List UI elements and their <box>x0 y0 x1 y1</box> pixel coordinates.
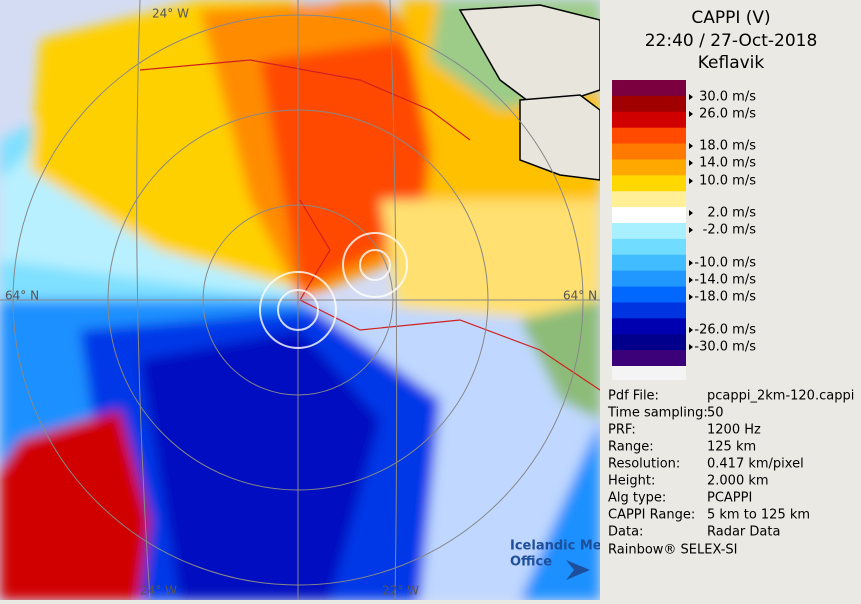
color-swatch <box>612 159 686 176</box>
color-swatch <box>612 111 686 129</box>
radar-image: Icelandic Met Office <box>0 0 608 600</box>
color-swatch <box>612 80 686 97</box>
legend-label: -26.0 m/s <box>694 323 756 338</box>
legend-label: -18.0 m/s <box>694 290 756 305</box>
logo: Icelandic Met Office <box>510 539 608 580</box>
color-swatch <box>612 175 686 192</box>
tick-arrow <box>689 210 693 216</box>
info-value: 2.000 km <box>707 474 769 489</box>
graticule-label: 24° W <box>140 584 177 598</box>
color-swatch <box>612 270 686 288</box>
tick-arrow <box>689 111 693 117</box>
graticule-label: 22° W <box>382 584 419 598</box>
color-swatch <box>612 191 686 208</box>
tick-arrow <box>689 227 693 233</box>
tick-arrow <box>689 94 693 100</box>
legend-label: -10.0 m/s <box>694 256 756 271</box>
graticule-label: 64° N <box>5 289 39 303</box>
legend-label: 14.0 m/s <box>699 156 756 171</box>
info-value: Radar Data <box>707 525 780 540</box>
tick-arrow <box>689 344 693 350</box>
legend-label: 2.0 m/s <box>707 206 756 221</box>
tick-arrow <box>689 178 693 184</box>
legend-label: 10.0 m/s <box>699 174 756 189</box>
tick-arrow <box>689 294 693 300</box>
legend-label: -2.0 m/s <box>703 223 757 238</box>
graticule-label: 64° N <box>563 289 597 303</box>
color-swatch <box>612 254 686 272</box>
info-key: Time sampling: <box>607 406 708 421</box>
color-swatch <box>612 95 686 113</box>
color-swatch <box>612 334 686 351</box>
info-key: PRF: <box>608 423 636 438</box>
legend-label: 18.0 m/s <box>699 139 756 154</box>
info-value: PCAPPI <box>707 491 752 506</box>
legend-label: -14.0 m/s <box>694 273 756 288</box>
color-swatch <box>612 302 686 319</box>
tick-arrow <box>689 277 693 283</box>
station: Keflavik <box>698 53 765 73</box>
info-value: 1200 Hz <box>707 423 761 438</box>
info-key: Pdf File: <box>608 389 659 404</box>
logo-text: Icelandic Met <box>510 539 608 554</box>
info-key: Resolution: <box>608 457 680 472</box>
info-value: 50 <box>707 406 724 421</box>
legend-label: 30.0 m/s <box>699 90 756 105</box>
graticule-label: 24° W <box>152 7 189 21</box>
time: 22:40 / 27-Oct-2018 <box>645 31 818 51</box>
footer: Rainbow® SELEX-SI <box>608 543 738 558</box>
color-swatch <box>612 350 686 367</box>
color-swatch <box>612 127 686 145</box>
color-swatch <box>612 286 686 303</box>
info-value: 125 km <box>707 440 756 455</box>
info-key: Data: <box>608 525 643 540</box>
color-swatch <box>612 143 686 160</box>
color-swatch <box>612 207 686 224</box>
tick-arrow <box>689 160 693 166</box>
info-value: pcappi_2km-120.cappi <box>707 389 854 404</box>
legend-label: -30.0 m/s <box>694 340 756 355</box>
tick-arrow <box>689 143 693 149</box>
color-swatch <box>612 223 686 240</box>
info-key: CAPPI Range: <box>608 508 695 523</box>
info-value: 5 km to 125 km <box>707 508 810 523</box>
info-key: Range: <box>608 440 654 455</box>
info-key: Alg type: <box>608 491 666 506</box>
info-key: Height: <box>608 474 655 489</box>
tick-arrow <box>689 327 693 333</box>
logo-text: Office <box>510 555 552 570</box>
tick-arrow <box>689 260 693 266</box>
legend-label: 26.0 m/s <box>699 107 756 122</box>
info-value: 0.417 km/pixel <box>707 457 804 472</box>
color-swatch <box>612 366 686 380</box>
color-scale <box>612 80 686 380</box>
color-swatch <box>612 318 686 335</box>
color-swatch <box>612 238 686 256</box>
title: CAPPI (V) <box>691 8 770 28</box>
